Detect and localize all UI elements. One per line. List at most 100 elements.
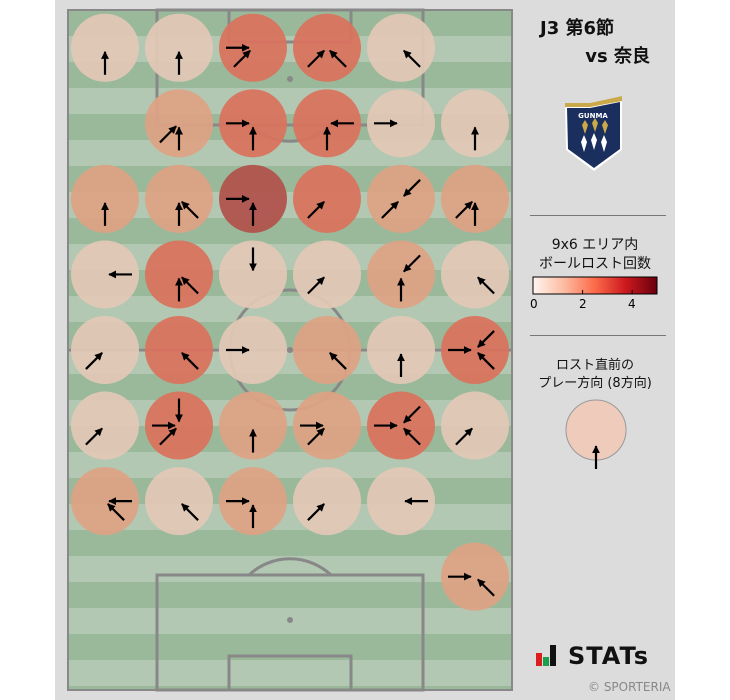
- direction-arrow-NE: [307, 427, 325, 446]
- loss-count-circle: [71, 240, 139, 309]
- zone-cell: [145, 316, 213, 384]
- loss-count-circle: [367, 467, 435, 536]
- copyright: © SPORTERIA: [588, 680, 671, 694]
- zone-cell: [219, 89, 287, 158]
- loss-count-circle: [219, 240, 287, 309]
- direction-arrow-NW: [181, 200, 199, 219]
- pitch-stripe: [68, 62, 512, 88]
- loss-count-circle: [441, 391, 509, 460]
- colorbar-tick-label: 4: [628, 297, 636, 311]
- pitch-stripe: [68, 556, 512, 582]
- pitch-stripe: [68, 244, 512, 270]
- direction-arrow-NE: [85, 352, 103, 370]
- zone-cell: [367, 240, 435, 309]
- stats-logo: [536, 645, 556, 666]
- pitch-stripe: [68, 36, 512, 62]
- zone-cell: [293, 316, 361, 384]
- zone-cell: [367, 13, 435, 82]
- zone-cell: [367, 391, 435, 460]
- loss-count-circle: [71, 164, 139, 233]
- zone-cell: [441, 164, 509, 233]
- divider: [530, 335, 666, 336]
- direction-arrow-NW: [181, 352, 199, 370]
- zone-cell: [293, 164, 361, 233]
- direction-arrow-NE: [455, 427, 473, 446]
- pitch-stripe: [68, 322, 512, 348]
- direction-arrow-NE: [455, 200, 473, 219]
- direction-arrow-NE: [307, 49, 325, 68]
- zone-cell: [293, 89, 361, 158]
- pitch-stripe: [68, 452, 512, 478]
- loss-count-circle: [367, 164, 435, 233]
- zone-cell: [219, 13, 287, 82]
- direction-arrow-NE: [85, 427, 103, 446]
- loss-count-circle: [219, 316, 287, 384]
- direction-arrow-SW: [477, 330, 495, 348]
- loss-count-circle: [71, 316, 139, 384]
- direction-arrow-SW: [403, 254, 421, 273]
- divider: [530, 215, 666, 216]
- pitch-stripe: [68, 140, 512, 166]
- pitch-stripe: [68, 88, 512, 114]
- direction-arrow-NE: [381, 200, 399, 219]
- pitch-stripe: [68, 218, 512, 244]
- zone-cell: [293, 13, 361, 82]
- pitch-stripe: [68, 114, 512, 140]
- zone-cell: [219, 467, 287, 536]
- zone-cell: [71, 467, 139, 536]
- direction-arrow-NW: [403, 49, 421, 68]
- direction-arrow-SW: [403, 405, 421, 424]
- direction-arrow-NW: [329, 49, 347, 68]
- pitch-stripe: [68, 582, 512, 608]
- direction-arrow-NW: [477, 352, 495, 370]
- zone-cell: [219, 240, 287, 309]
- zone-cell: [71, 13, 139, 82]
- pitch-stripe: [68, 504, 512, 530]
- direction-legend-label-1: ロスト直前の: [555, 358, 634, 373]
- pitch-stripe: [68, 400, 512, 426]
- loss-count-circle: [367, 89, 435, 158]
- zone-cell: [71, 164, 139, 233]
- pitch-stripe: [68, 10, 512, 36]
- direction-arrow-NE: [159, 125, 177, 144]
- loss-count-circle: [441, 89, 509, 158]
- colorbar-tick-label: 0: [530, 297, 538, 311]
- direction-arrow-NE: [307, 200, 325, 219]
- zone-cell: [441, 542, 509, 611]
- zone-cell: [441, 89, 509, 158]
- direction-arrow-NE: [159, 427, 177, 446]
- zone-cell: [219, 391, 287, 460]
- loss-count-circle: [219, 89, 287, 158]
- zone-cell: [71, 391, 139, 460]
- zone-cell: [293, 467, 361, 536]
- pitch-stripe: [68, 374, 512, 400]
- loss-count-circle: [145, 467, 213, 536]
- zone-cell: [441, 316, 509, 384]
- direction-arrow-NE: [307, 503, 325, 521]
- loss-count-circle: [71, 13, 139, 82]
- zone-cell: [367, 467, 435, 536]
- pitch-stripe: [68, 166, 512, 192]
- match-title: J3 第6節: [540, 18, 615, 39]
- pitch-stripe: [68, 686, 512, 690]
- zone-cell: [145, 240, 213, 309]
- loss-count-circle: [71, 391, 139, 460]
- zone-cell: [367, 164, 435, 233]
- pitch-stripe: [68, 478, 512, 504]
- loss-count-circle: [219, 391, 287, 460]
- loss-count-circle: [293, 13, 361, 82]
- loss-count-circle: [293, 316, 361, 384]
- loss-count-circle: [293, 467, 361, 536]
- zone-cell: [145, 164, 213, 233]
- zone-cell: [145, 391, 213, 460]
- direction-arrow-NW: [477, 578, 495, 597]
- loss-count-circle: [293, 240, 361, 309]
- zone-cell: [71, 316, 139, 384]
- direction-arrow-NE: [307, 276, 325, 295]
- direction-legend-label-2: プレー方向 (8方向): [538, 376, 652, 391]
- penalty-spot-bottom: [287, 617, 293, 623]
- loss-count-circle: [441, 240, 509, 309]
- loss-count-circle: [145, 316, 213, 384]
- zone-cell: [441, 240, 509, 309]
